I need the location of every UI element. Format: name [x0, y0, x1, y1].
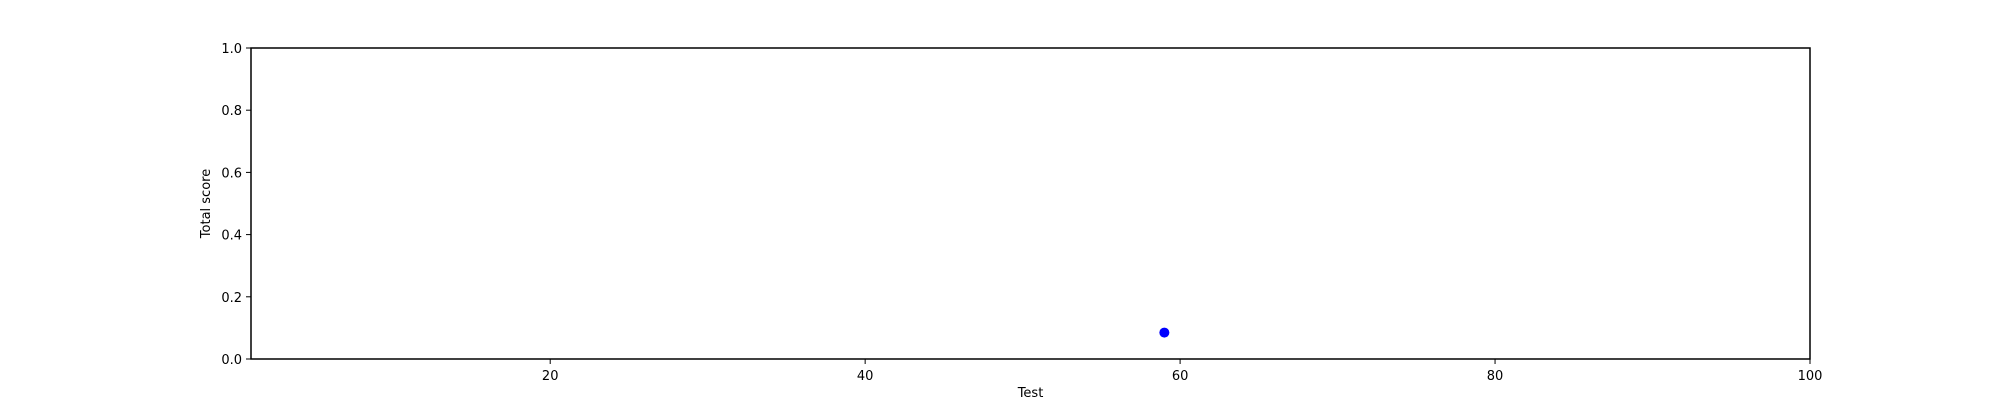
plot-frame	[250, 47, 1811, 360]
y-tick-label: 0.2	[221, 291, 242, 306]
x-tick-label: 100	[1798, 369, 1823, 384]
y-tick-label: 0.0	[221, 353, 242, 368]
x-tick-label: 20	[542, 369, 559, 384]
x-tick-label: 60	[1172, 369, 1189, 384]
y-axis: 0.0 0.2 0.4 0.6 0.8 1.0	[221, 42, 251, 368]
y-tick-label: 0.6	[221, 166, 242, 181]
y-tick-label: 1.0	[221, 42, 242, 57]
x-axis: 20 40 60 80 100	[542, 359, 1822, 384]
data-points	[1159, 327, 1170, 338]
x-axis-label: Test	[1017, 386, 1044, 400]
data-point	[1159, 327, 1170, 338]
y-tick-label: 0.4	[221, 229, 242, 244]
y-tick-label: 0.8	[221, 104, 242, 119]
y-axis-label: Total score	[199, 169, 214, 239]
x-tick-label: 40	[857, 369, 874, 384]
plot-area	[250, 47, 1811, 360]
x-tick-label: 80	[1487, 369, 1504, 384]
